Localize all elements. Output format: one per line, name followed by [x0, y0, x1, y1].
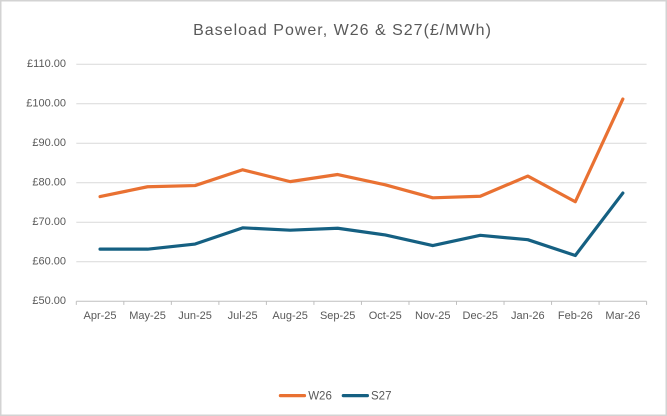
svg-text:S27: S27	[371, 391, 391, 403]
svg-text:£110.00: £110.00	[27, 58, 66, 70]
svg-text:£80.00: £80.00	[32, 177, 66, 189]
svg-text:Dec-25: Dec-25	[463, 310, 498, 322]
svg-text:£100.00: £100.00	[26, 98, 66, 110]
svg-text:W26: W26	[308, 391, 332, 403]
svg-text:Jul-25: Jul-25	[228, 310, 258, 322]
svg-text:Feb-26: Feb-26	[558, 310, 593, 322]
svg-text:Apr-25: Apr-25	[84, 310, 117, 322]
svg-text:Aug-25: Aug-25	[272, 310, 307, 322]
svg-text:Baseload Power, W26 & S27(£/MW: Baseload Power, W26 & S27(£/MWh)	[193, 22, 492, 39]
svg-text:Mar-26: Mar-26	[605, 310, 640, 322]
svg-text:£60.00: £60.00	[32, 256, 66, 268]
svg-text:£50.00: £50.00	[32, 295, 66, 307]
svg-text:Nov-25: Nov-25	[415, 310, 450, 322]
svg-text:Sep-25: Sep-25	[320, 310, 355, 322]
svg-text:Oct-25: Oct-25	[369, 310, 402, 322]
svg-text:Jan-26: Jan-26	[511, 310, 545, 322]
svg-text:£90.00: £90.00	[32, 137, 66, 149]
svg-text:£70.00: £70.00	[32, 216, 66, 228]
svg-text:Jun-25: Jun-25	[178, 310, 212, 322]
svg-text:May-25: May-25	[129, 310, 166, 322]
